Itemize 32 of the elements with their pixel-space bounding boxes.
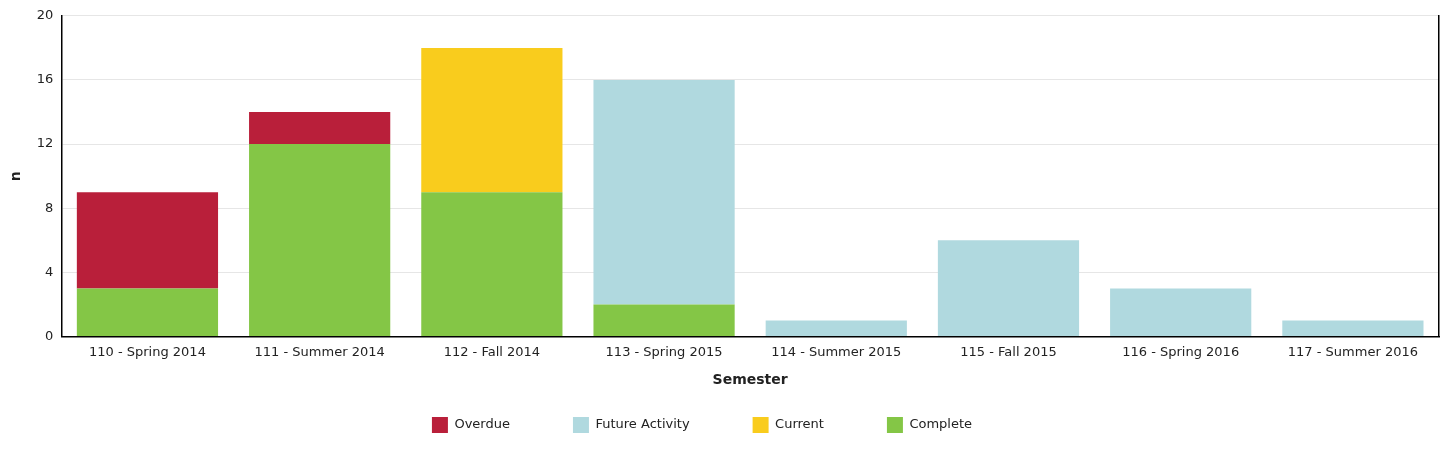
y-tick-label: 0 — [45, 327, 54, 343]
legend-label: Current — [775, 416, 863, 432]
y-tick-label: 16 — [36, 71, 54, 87]
bar — [76, 288, 219, 337]
x-tick-label: 112 - Fall 2014 — [443, 343, 541, 359]
x-tick-label: 116 - Spring 2016 — [1122, 343, 1240, 359]
y-tick-label: 12 — [36, 135, 54, 151]
x-tick-label: 117 - Summer 2016 — [1287, 343, 1418, 359]
bar — [76, 192, 219, 289]
legend-label: Future Activity — [595, 416, 729, 432]
legend-label: Overdue — [454, 416, 549, 432]
x-axis-title: Semester — [712, 371, 788, 388]
legend-label: Complete — [909, 416, 1012, 432]
bar — [1110, 288, 1252, 337]
x-tick-label: 110 - Spring 2014 — [88, 343, 206, 359]
x-tick-label: 113 - Spring 2015 — [605, 343, 723, 359]
bar — [249, 144, 391, 337]
bar — [249, 112, 391, 145]
bar — [421, 47, 563, 193]
x-tick-label: 114 - Summer 2015 — [771, 343, 902, 359]
bar — [593, 79, 735, 305]
y-tick-label: 4 — [45, 263, 54, 279]
y-tick-label: 8 — [45, 199, 54, 215]
y-tick-label: 20 — [36, 7, 54, 23]
x-tick-label: 111 - Summer 2014 — [254, 343, 385, 359]
bar — [765, 320, 907, 337]
bar — [593, 304, 735, 337]
x-tick-label: 115 - Fall 2015 — [960, 343, 1057, 359]
bar — [937, 240, 1080, 337]
bar — [1282, 320, 1424, 337]
y-axis-title: n — [7, 171, 24, 182]
bar — [421, 192, 563, 337]
